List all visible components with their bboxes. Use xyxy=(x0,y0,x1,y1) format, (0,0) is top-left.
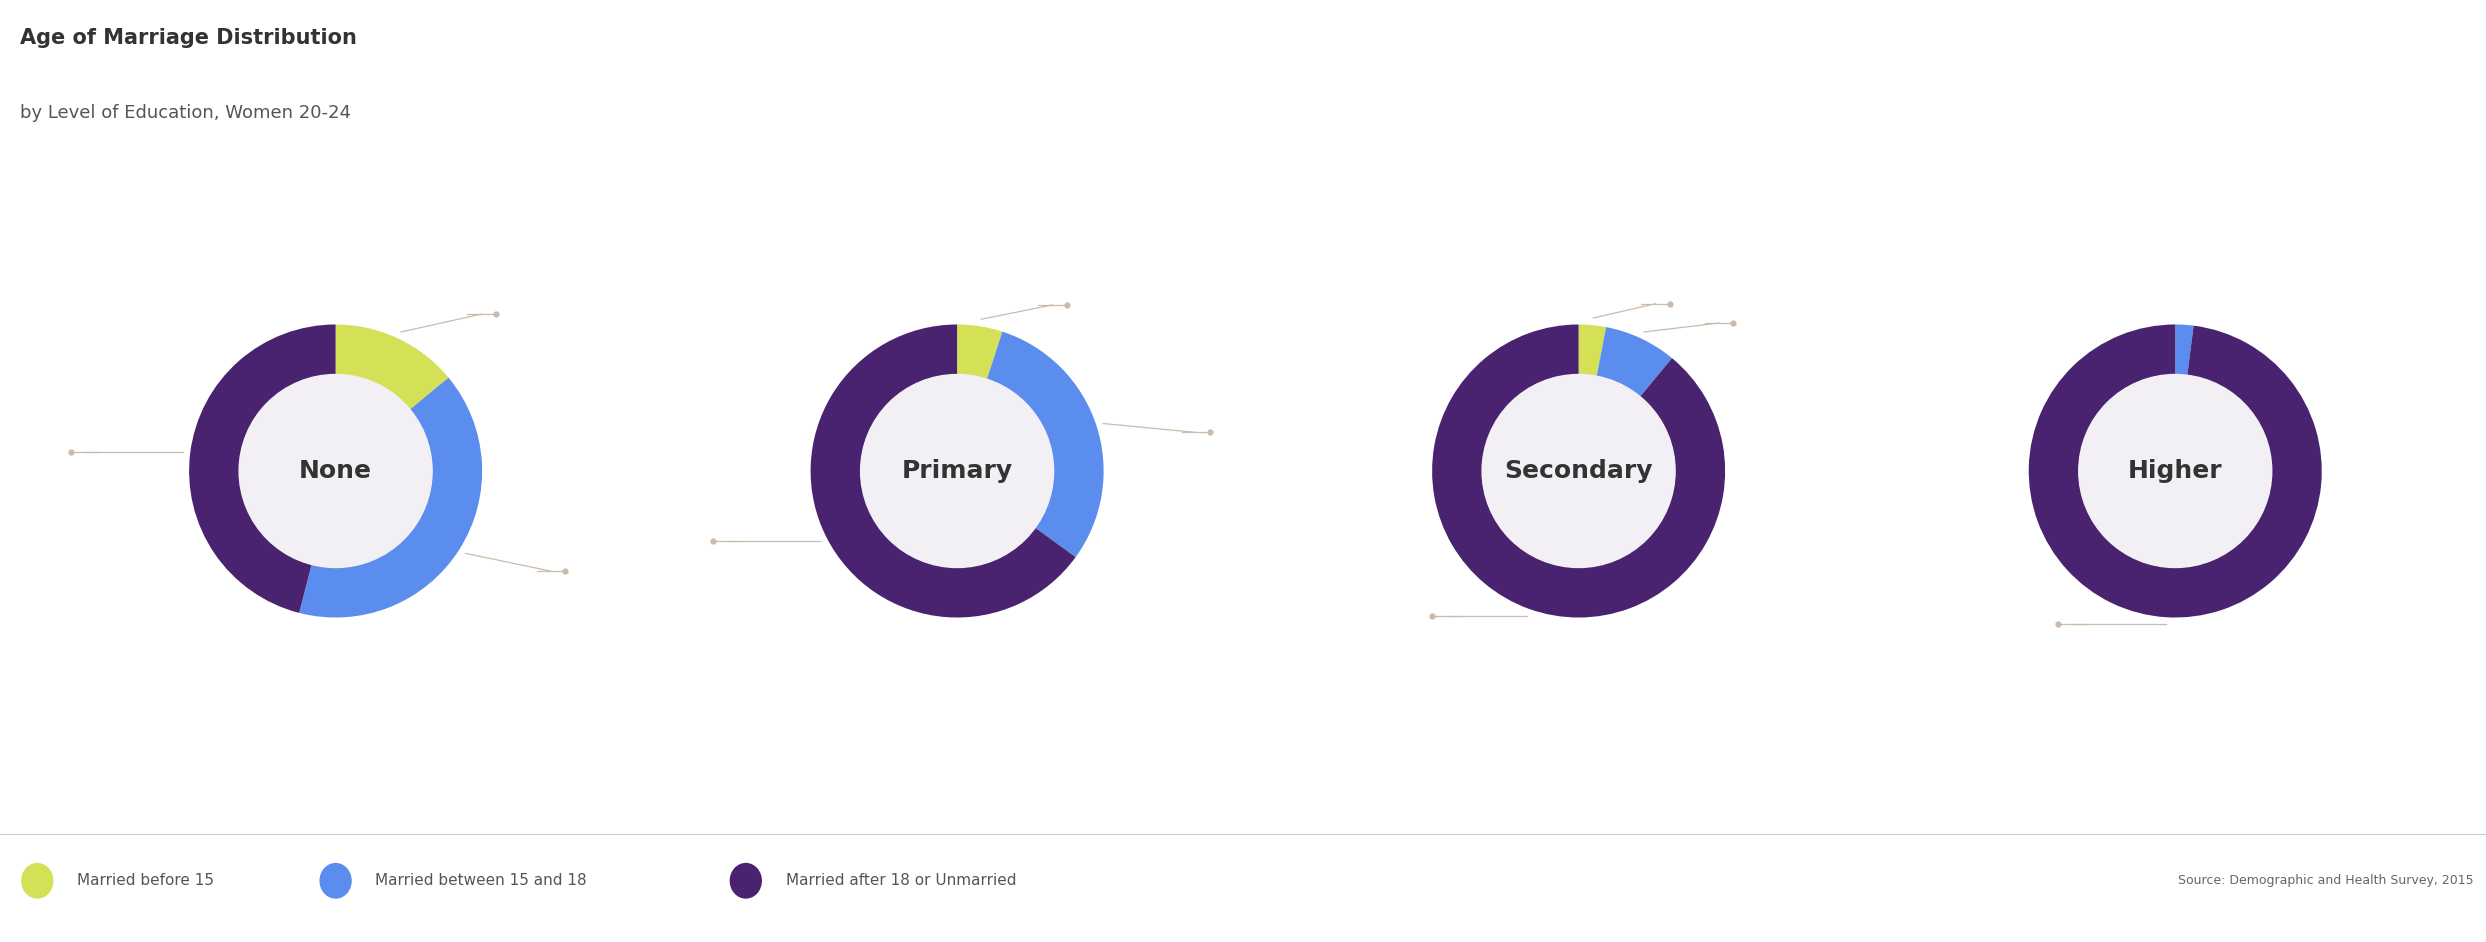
Text: Secondary: Secondary xyxy=(1504,459,1653,483)
Wedge shape xyxy=(1579,324,1606,376)
Wedge shape xyxy=(189,324,336,613)
Text: Married after 18 or Unmarried: Married after 18 or Unmarried xyxy=(786,873,1017,888)
Wedge shape xyxy=(987,332,1104,557)
Circle shape xyxy=(2078,375,2272,567)
Wedge shape xyxy=(298,378,482,618)
Wedge shape xyxy=(810,324,1076,618)
Circle shape xyxy=(1482,375,1676,567)
Wedge shape xyxy=(2175,324,2193,375)
Text: by Level of Education, Women 20-24: by Level of Education, Women 20-24 xyxy=(20,104,351,122)
Wedge shape xyxy=(336,324,447,410)
Wedge shape xyxy=(1432,324,1725,618)
Text: Primary: Primary xyxy=(902,459,1012,483)
Wedge shape xyxy=(957,324,1002,380)
Text: None: None xyxy=(298,459,373,483)
Text: Married between 15 and 18: Married between 15 and 18 xyxy=(375,873,587,888)
Text: Married before 15: Married before 15 xyxy=(77,873,214,888)
Wedge shape xyxy=(2029,324,2322,618)
Text: Source: Demographic and Health Survey, 2015: Source: Demographic and Health Survey, 2… xyxy=(2178,874,2474,887)
Text: Higher: Higher xyxy=(2128,459,2222,483)
Wedge shape xyxy=(1596,327,1673,397)
Circle shape xyxy=(860,375,1054,567)
Circle shape xyxy=(239,375,433,567)
Text: Age of Marriage Distribution: Age of Marriage Distribution xyxy=(20,28,358,48)
